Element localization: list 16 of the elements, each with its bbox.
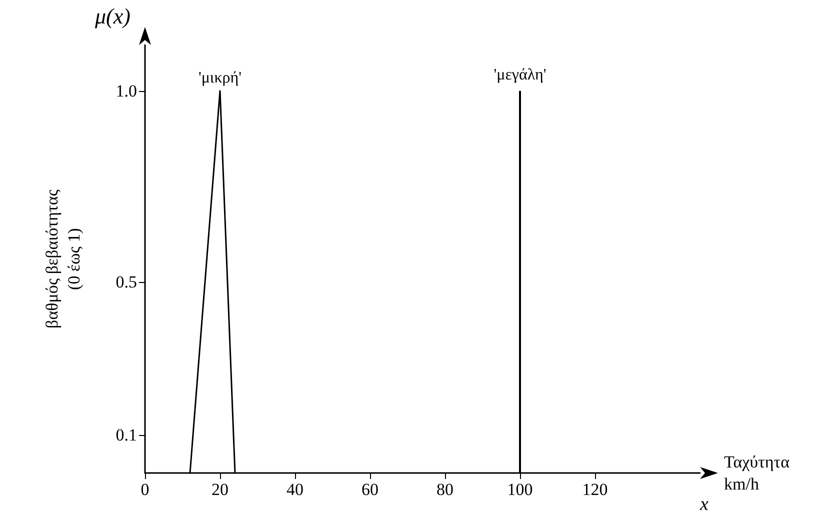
x-axis-title: Ταχύτητα km/h	[724, 452, 790, 494]
series-label: 'μικρή'	[198, 69, 242, 86]
x-tick-label: 80	[436, 480, 454, 499]
y-tick-label: 0.5	[116, 272, 137, 292]
y-axis-title: βαθμός βεβαιότητας (0 έως 1)	[42, 189, 84, 328]
x-tick-label: 40	[286, 480, 304, 499]
text: μ(x)	[94, 4, 130, 28]
series-label: 'μεγάλη'	[494, 66, 546, 84]
text: x	[699, 494, 709, 515]
y-tick-label: 1.0	[116, 81, 137, 100]
x-tick-label: 60	[362, 480, 378, 499]
x-tick-label: 100	[507, 480, 533, 499]
x-tick-label: 0	[140, 480, 150, 499]
x-tick-label: 20	[212, 480, 228, 499]
x-tick-label: 120	[582, 480, 608, 499]
y-tick-label: 0.1	[116, 425, 137, 444]
